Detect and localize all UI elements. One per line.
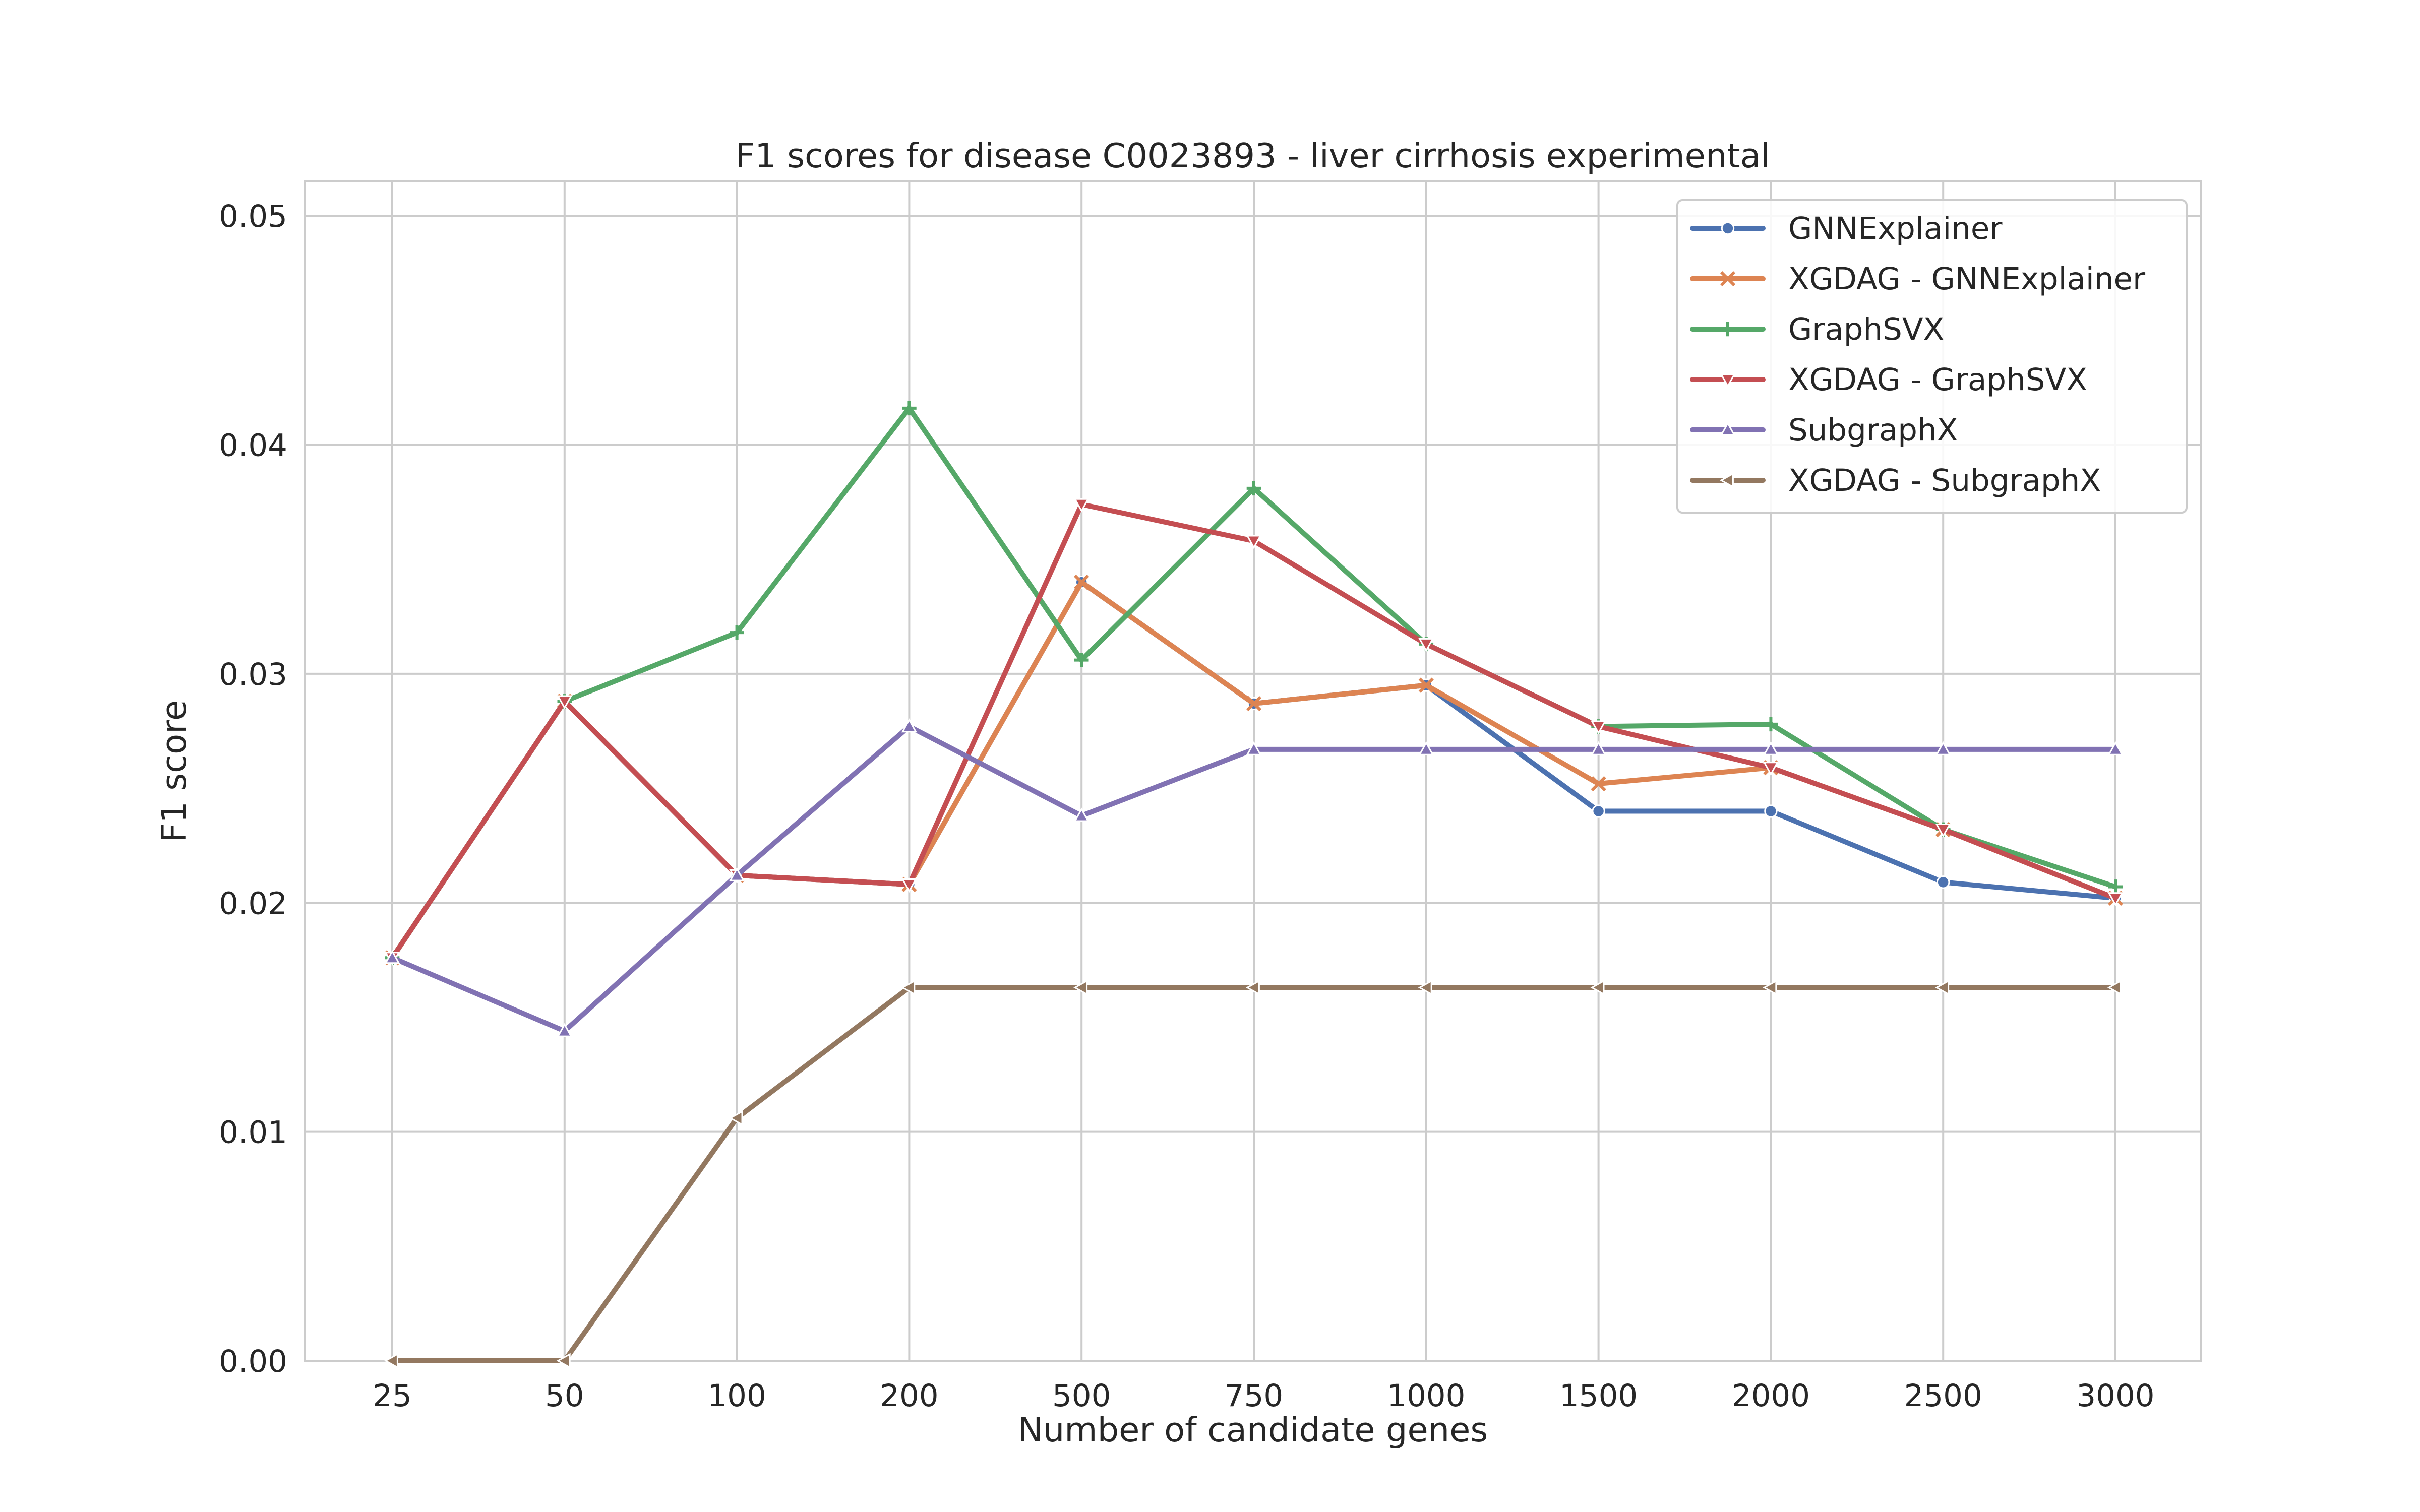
data-point (1591, 776, 1606, 792)
legend-box (1676, 199, 2188, 514)
legend-label: GNNExplainer (1788, 211, 2003, 246)
data-point (901, 718, 917, 733)
data-point (901, 979, 916, 995)
data-point (1246, 696, 1262, 712)
data-point (1073, 979, 1088, 995)
y-tick-label: 0.00 (219, 1344, 287, 1379)
data-point (556, 1353, 571, 1369)
y-tick-labels: 0.00 0.01 0.02 0.03 0.04 0.05 (219, 199, 287, 1379)
data-point (902, 401, 917, 416)
legend-label: XGDAG - GraphSVX (1788, 362, 2087, 398)
x-tick-label: 1000 (1387, 1378, 1465, 1414)
x-tick-label: 25 (373, 1378, 412, 1414)
y-tick-label: 0.03 (219, 657, 287, 692)
legend-marker (1721, 221, 1735, 235)
data-point (729, 867, 745, 881)
y-tick-label: 0.02 (219, 886, 287, 921)
data-point (1418, 979, 1432, 995)
data-point (1246, 535, 1262, 549)
data-point (1591, 720, 1607, 735)
legend-item: XGDAG - GNNExplainer (1690, 261, 2146, 297)
y-tick-label: 0.01 (219, 1115, 287, 1151)
data-point (1763, 741, 1779, 755)
data-point (2107, 979, 2122, 995)
data-point (901, 878, 917, 893)
data-point (1590, 979, 1605, 995)
y-tick-label: 0.04 (219, 428, 287, 464)
data-point (1935, 741, 1951, 755)
legend-marker (1720, 373, 1736, 388)
data-point (1074, 653, 1089, 667)
data-point (2108, 879, 2123, 894)
data-point (730, 625, 744, 640)
y-tick-label: 0.05 (219, 199, 287, 234)
data-point (729, 1110, 743, 1126)
x-tick-label: 1500 (1559, 1378, 1638, 1414)
data-point (1418, 741, 1434, 755)
data-point (1418, 677, 1434, 693)
data-point (1764, 804, 1778, 818)
legend-item: SubgraphX (1690, 412, 1958, 448)
legend-marker (1720, 271, 1736, 287)
x-tick-label: 2000 (1732, 1378, 1810, 1414)
data-point (1073, 807, 1090, 822)
x-tick-label: 500 (1052, 1378, 1111, 1414)
data-point (557, 1023, 573, 1037)
x-axis-title: Number of candidate genes (1018, 1410, 1488, 1450)
legend-item: XGDAG - SubgraphX (1690, 463, 2101, 498)
x-tick-labels: 25 50 100 200 500 750 1000 1500 2000 2500 3000 (373, 1378, 2154, 1414)
plot-area-frame (304, 180, 2202, 1362)
legend-item: XGDAG - GraphSVX (1690, 362, 2087, 398)
data-point (1245, 979, 1260, 995)
data-point (1591, 741, 1607, 755)
data-point (1418, 638, 1434, 652)
x-tick-label: 3000 (2076, 1378, 2154, 1414)
x-tick-label: 2500 (1904, 1378, 1982, 1414)
legend-label: XGDAG - GNNExplainer (1788, 261, 2146, 297)
data-point (1937, 875, 1950, 889)
legend-marker (1719, 472, 1734, 488)
y-axis-title: F1 score (154, 700, 194, 843)
series-layer (384, 401, 2124, 1369)
data-point (1935, 979, 1950, 995)
legend-label: SubgraphX (1788, 412, 1958, 448)
data-point (1764, 717, 1778, 732)
legend: GNNExplainer XGDAG - GNNExplainer GraphSVX… (1676, 199, 2188, 514)
series-xgdag-graphsvx (384, 498, 2124, 966)
data-point (384, 1353, 398, 1369)
x-tick-label: 50 (545, 1378, 584, 1414)
series-subgraphx (384, 718, 2124, 1037)
series-xgdag-subgraphx (384, 979, 2122, 1369)
data-point (1073, 498, 1090, 513)
legend-label: XGDAG - SubgraphX (1788, 463, 2101, 498)
data-point (2107, 741, 2124, 755)
chart-title: F1 scores for disease C0023893 - liver c… (736, 136, 1771, 175)
data-point (557, 695, 573, 710)
data-point (1592, 804, 1605, 818)
x-tick-label: 750 (1225, 1378, 1283, 1414)
legend-item: GNNExplainer (1690, 211, 2003, 246)
x-tick-label: 100 (707, 1378, 766, 1414)
data-point (1246, 741, 1262, 755)
x-tick-label: 200 (880, 1378, 938, 1414)
legend-marker (1720, 322, 1735, 337)
data-point (1763, 762, 1779, 776)
legend-marker (1720, 421, 1736, 436)
data-point (1763, 979, 1777, 995)
legend-item: GraphSVX (1690, 311, 1944, 347)
data-point (1074, 575, 1090, 590)
legend-label: GraphSVX (1788, 311, 1944, 347)
data-point (1935, 823, 1951, 838)
data-point (1246, 481, 1261, 496)
data-point (384, 950, 400, 964)
data-point (2107, 892, 2124, 907)
